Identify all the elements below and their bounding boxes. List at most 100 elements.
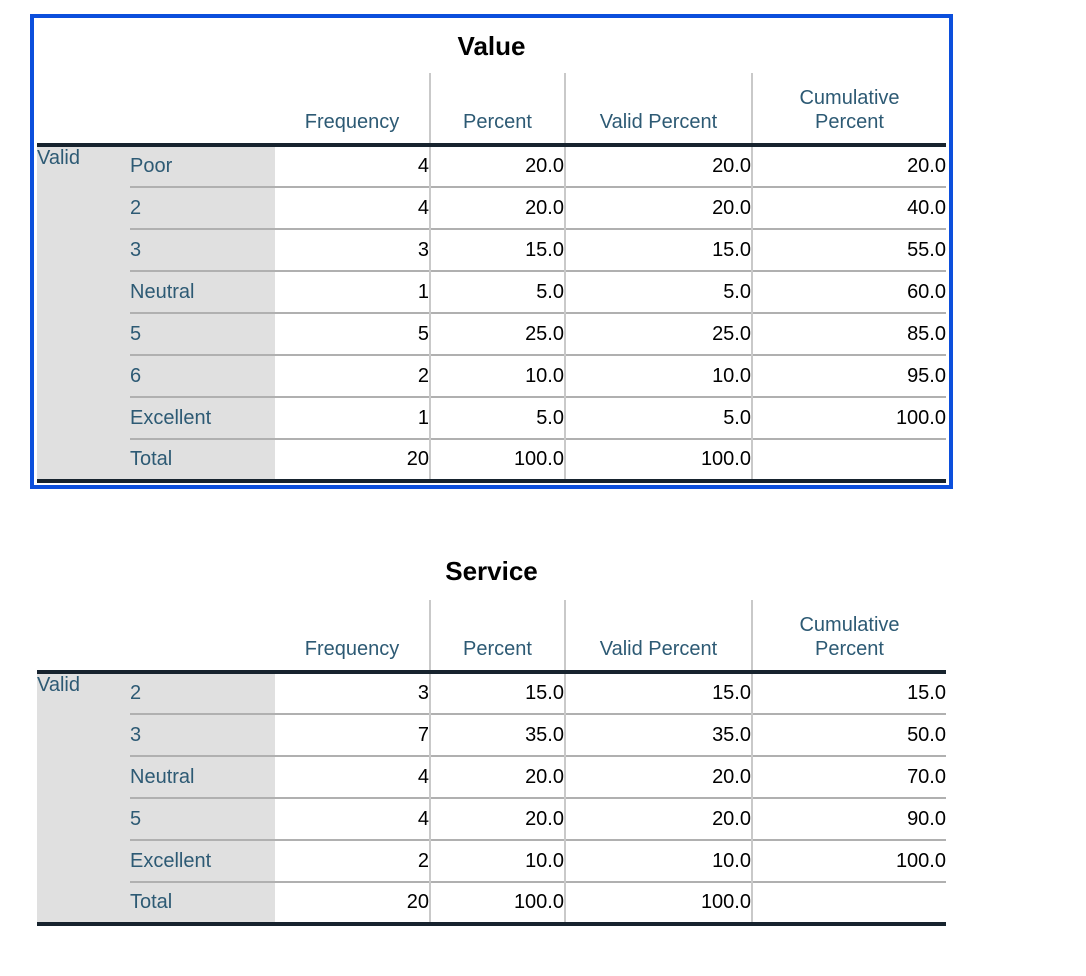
valid-percent-cell: 100.0 bbox=[564, 881, 752, 924]
valid-percent-cell: 25.0 bbox=[564, 312, 752, 355]
valid-percent-cell: 10.0 bbox=[564, 839, 752, 882]
cumulative-percent-cell: 85.0 bbox=[751, 312, 946, 355]
valid-percent-cell: 5.0 bbox=[564, 396, 752, 439]
cumulative-percent-cell bbox=[751, 438, 946, 481]
percent-cell: 10.0 bbox=[429, 354, 565, 397]
column-header-percent: Percent bbox=[429, 600, 565, 674]
valid-percent-cell: 20.0 bbox=[564, 755, 752, 798]
column-header-label: Percent bbox=[463, 638, 532, 660]
row-label-cell: Neutral bbox=[130, 755, 275, 798]
table-row-total: Total 20 100.0 100.0 bbox=[37, 438, 946, 481]
percent-cell: 35.0 bbox=[429, 713, 565, 756]
cumulative-percent-cell: 95.0 bbox=[751, 354, 946, 397]
table-row: 6 2 10.0 10.0 95.0 bbox=[37, 354, 946, 397]
valid-percent-cell: 5.0 bbox=[564, 270, 752, 313]
header-spacer bbox=[37, 73, 275, 147]
percent-cell: 5.0 bbox=[429, 270, 565, 313]
frequency-cell: 5 bbox=[275, 312, 430, 355]
table-row: Excellent 2 10.0 10.0 100.0 bbox=[37, 839, 946, 882]
valid-percent-cell: 20.0 bbox=[564, 186, 752, 229]
percent-cell: 20.0 bbox=[429, 186, 565, 229]
valid-percent-cell: 10.0 bbox=[564, 354, 752, 397]
column-header-label: Cumulative Percent bbox=[799, 614, 900, 660]
frequency-cell: 20 bbox=[275, 881, 430, 924]
table-row: Valid Poor 4 20.0 20.0 20.0 bbox=[37, 145, 946, 481]
table-row: Excellent 1 5.0 5.0 100.0 bbox=[37, 396, 946, 439]
row-label-cell: 5 bbox=[130, 797, 275, 840]
percent-cell: 100.0 bbox=[429, 881, 565, 924]
percent-cell: 25.0 bbox=[429, 312, 565, 355]
column-header-frequency: Frequency bbox=[275, 73, 430, 147]
column-header-label: Frequency bbox=[304, 111, 400, 133]
row-label-cell: 2 bbox=[130, 186, 275, 229]
column-header-label: Valid Percent bbox=[599, 111, 718, 133]
cumulative-percent-cell: 50.0 bbox=[751, 713, 946, 756]
valid-percent-cell: 35.0 bbox=[564, 713, 752, 756]
header-row: Frequency Percent Valid Percent Cumulati… bbox=[37, 73, 946, 147]
column-header-valid-percent: Valid Percent bbox=[564, 600, 752, 674]
valid-percent-cell: 15.0 bbox=[564, 228, 752, 271]
valid-percent-cell: 15.0 bbox=[564, 672, 752, 714]
stub-valid-cell: Valid bbox=[37, 672, 130, 924]
row-label-cell: 6 bbox=[130, 354, 275, 397]
percent-cell: 100.0 bbox=[429, 438, 565, 481]
row-label-cell: 2 bbox=[130, 672, 275, 714]
header-spacer bbox=[37, 600, 275, 674]
frequency-cell: 3 bbox=[417, 682, 429, 704]
column-header-frequency: Frequency bbox=[275, 600, 430, 674]
row-label-cell: Excellent bbox=[130, 396, 275, 439]
valid-percent-cell: 20.0 bbox=[564, 145, 752, 187]
row-label-cell: 5 bbox=[130, 312, 275, 355]
table-title-service: Service bbox=[445, 556, 538, 586]
cumulative-percent-cell: 20.0 bbox=[751, 145, 946, 187]
frequency-cell: 4 bbox=[417, 155, 429, 177]
percent-cell: 20.0 bbox=[429, 797, 565, 840]
cumulative-percent-cell: 60.0 bbox=[751, 270, 946, 313]
frequency-table-service: Frequency Percent Valid Percent Cumulati… bbox=[37, 600, 946, 926]
row-label-cell: Total bbox=[130, 438, 275, 481]
cumulative-percent-cell: 90.0 bbox=[751, 797, 946, 840]
row-label-cell: 3 bbox=[130, 228, 275, 271]
cumulative-percent-cell: 15.0 bbox=[751, 672, 946, 714]
stub-valid-cell: Valid bbox=[37, 145, 130, 481]
frequency-table-value: Frequency Percent Valid Percent Cumulati… bbox=[37, 73, 946, 483]
valid-percent-cell: 100.0 bbox=[564, 438, 752, 481]
frequency-cell: 1 bbox=[275, 396, 430, 439]
cumulative-percent-cell: 40.0 bbox=[751, 186, 946, 229]
percent-cell: 15.0 bbox=[429, 672, 565, 714]
pivot-table-value[interactable]: Value Frequency Percent Valid Percent Cu… bbox=[37, 31, 946, 483]
column-header-label: Cumulative Percent bbox=[799, 87, 900, 133]
table-row: 5 5 25.0 25.0 85.0 bbox=[37, 312, 946, 355]
row-label-cell: Excellent bbox=[130, 839, 275, 882]
cumulative-percent-cell: 100.0 bbox=[751, 396, 946, 439]
row-label-cell: Neutral bbox=[130, 270, 275, 313]
frequency-cell: 7 bbox=[275, 713, 430, 756]
cumulative-percent-cell: 55.0 bbox=[751, 228, 946, 271]
percent-cell: 15.0 bbox=[429, 228, 565, 271]
selection-border: Value Frequency Percent Valid Percent Cu… bbox=[30, 14, 953, 489]
column-header-cumulative-percent: Cumulative Percent bbox=[751, 600, 946, 674]
column-header-cumulative-percent: Cumulative Percent bbox=[751, 73, 946, 147]
table-row-total: Total 20 100.0 100.0 bbox=[37, 881, 946, 924]
frequency-cell: 2 bbox=[275, 839, 430, 882]
cumulative-percent-cell: 100.0 bbox=[751, 839, 946, 882]
frequency-cell: 2 bbox=[275, 354, 430, 397]
row-label-cell: Total bbox=[130, 881, 275, 924]
frequency-cell: 4 bbox=[275, 186, 430, 229]
column-header-label: Frequency bbox=[304, 638, 400, 660]
table-row: 3 3 15.0 15.0 55.0 bbox=[37, 228, 946, 271]
table-row: Neutral 4 20.0 20.0 70.0 bbox=[37, 755, 946, 798]
pivot-table-service[interactable]: Service Frequency Percent Valid Percent … bbox=[37, 556, 946, 926]
table-row: 5 4 20.0 20.0 90.0 bbox=[37, 797, 946, 840]
frequency-cell: 1 bbox=[275, 270, 430, 313]
column-header-label: Percent bbox=[463, 111, 532, 133]
table-row: Neutral 1 5.0 5.0 60.0 bbox=[37, 270, 946, 313]
table-row: 3 7 35.0 35.0 50.0 bbox=[37, 713, 946, 756]
column-header-percent: Percent bbox=[429, 73, 565, 147]
table-row: 2 4 20.0 20.0 40.0 bbox=[37, 186, 946, 229]
cumulative-percent-cell bbox=[751, 881, 946, 924]
percent-cell: 10.0 bbox=[429, 839, 565, 882]
header-row: Frequency Percent Valid Percent Cumulati… bbox=[37, 600, 946, 674]
column-header-label: Valid Percent bbox=[599, 638, 718, 660]
